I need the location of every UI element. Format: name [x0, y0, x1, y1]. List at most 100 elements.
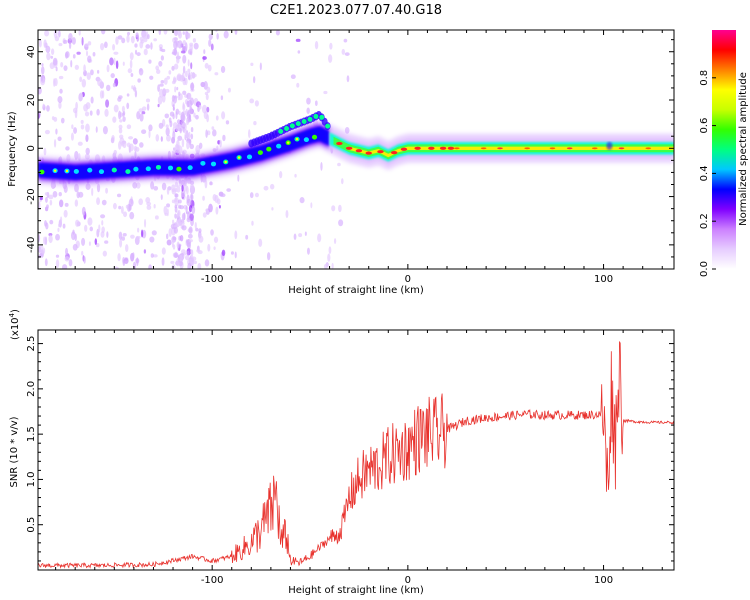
noise-mark	[103, 41, 108, 49]
noise-mark	[132, 261, 137, 269]
ridge-blob	[210, 161, 217, 167]
noise-mark	[137, 78, 141, 83]
noise-mark	[49, 199, 53, 206]
noise-mark	[43, 147, 47, 156]
noise-mark	[156, 69, 161, 75]
noise-mark	[279, 171, 283, 179]
noise-mark	[158, 122, 164, 129]
noise-mark	[48, 194, 54, 200]
noise-mark	[227, 87, 231, 93]
noise-mark	[188, 92, 192, 100]
noise-mark	[110, 73, 115, 79]
noise-mark	[129, 59, 133, 69]
noise-mark	[122, 140, 127, 149]
noise-mark	[331, 262, 334, 269]
noise-mark	[220, 193, 226, 198]
noise-mark	[57, 136, 62, 142]
x-tick-label: 0	[405, 575, 411, 586]
x-tick-label: 0	[405, 274, 411, 285]
noise-mark	[314, 41, 319, 50]
snr-y-axis-label: SNR (10 * v/v)	[9, 416, 20, 487]
noise-mark	[176, 258, 180, 267]
noise-mark	[106, 231, 109, 238]
noise-mark	[160, 80, 165, 84]
noise-mark	[182, 39, 186, 46]
noise-mark	[161, 182, 167, 191]
noise-mark	[126, 34, 130, 43]
noise-mark	[74, 64, 80, 70]
noise-mark	[176, 86, 179, 91]
spectrogram-x-axis-label: Height of straight line (km)	[288, 285, 424, 296]
noise-mark	[85, 50, 89, 57]
ridge-peak	[355, 149, 363, 153]
noise-mark	[188, 226, 193, 234]
noise-mark	[63, 65, 68, 72]
ridge-peak	[390, 151, 398, 155]
noise-mark	[140, 229, 144, 238]
noise-mark	[46, 204, 49, 209]
noise-mark	[211, 126, 215, 130]
noise-mark	[194, 221, 197, 230]
noise-mark	[90, 69, 94, 76]
noise-mark	[163, 205, 168, 215]
noise-mark	[57, 227, 60, 233]
noise-mark	[133, 85, 136, 92]
noise-mark	[216, 33, 219, 40]
noise-mark	[122, 116, 126, 122]
noise-mark	[118, 110, 122, 120]
snr-x-ticks: -100 0 100	[55, 330, 663, 586]
noise-mark	[122, 61, 125, 66]
ridge-peak	[591, 147, 598, 150]
ridge-blob	[155, 164, 162, 170]
noise-mark	[118, 124, 123, 130]
snr-x-axis-label: Height of straight line (km)	[288, 585, 424, 596]
noise-mark	[141, 106, 147, 111]
noise-mark	[139, 40, 144, 49]
ridge-blob	[187, 165, 193, 171]
snr-multiplier-exponent: 4	[8, 312, 16, 317]
noise-mark	[178, 91, 181, 97]
noise-mark	[136, 182, 141, 189]
noise-mark	[96, 197, 101, 206]
ridge-blob	[200, 160, 206, 166]
y-tick-label: 20	[26, 94, 37, 107]
noise-mark	[138, 198, 144, 206]
ridge-blob	[325, 123, 331, 129]
noise-mark	[155, 65, 160, 71]
noise-mark	[193, 260, 198, 265]
noise-mark	[63, 209, 68, 218]
ridge-peak	[439, 146, 447, 150]
snr-series-line	[38, 341, 674, 569]
ridge-blob	[311, 134, 318, 140]
noise-mark	[193, 112, 196, 118]
noise-mark	[132, 138, 138, 145]
y-tick-label: 2.0	[26, 381, 37, 397]
noise-mark	[113, 149, 117, 155]
noise-mark	[148, 264, 153, 269]
noise-mark	[208, 39, 212, 47]
noise-mark	[179, 127, 182, 134]
noise-mark	[55, 66, 58, 72]
noise-mark	[173, 63, 179, 70]
colorbar-label: Normalized spectral amplitude	[738, 72, 749, 226]
noise-mark	[159, 47, 163, 52]
noise-mark	[74, 233, 77, 242]
noise-mark	[44, 258, 48, 267]
noise-mark	[95, 242, 100, 248]
ridge-blob	[133, 166, 139, 172]
noise-mark	[166, 134, 171, 142]
ridge-blob	[73, 169, 79, 174]
noise-mark	[95, 126, 98, 133]
noise-mark	[130, 35, 135, 44]
noise-mark	[122, 233, 127, 237]
noise-mark	[121, 236, 126, 241]
noise-mark	[88, 241, 91, 246]
noise-mark	[175, 108, 180, 115]
ridge-peak	[618, 147, 625, 150]
noise-mark	[212, 193, 217, 202]
noise-mark	[165, 124, 169, 129]
ridge-peak	[566, 147, 573, 150]
noise-mark	[190, 184, 195, 189]
noise-mark	[86, 72, 91, 80]
